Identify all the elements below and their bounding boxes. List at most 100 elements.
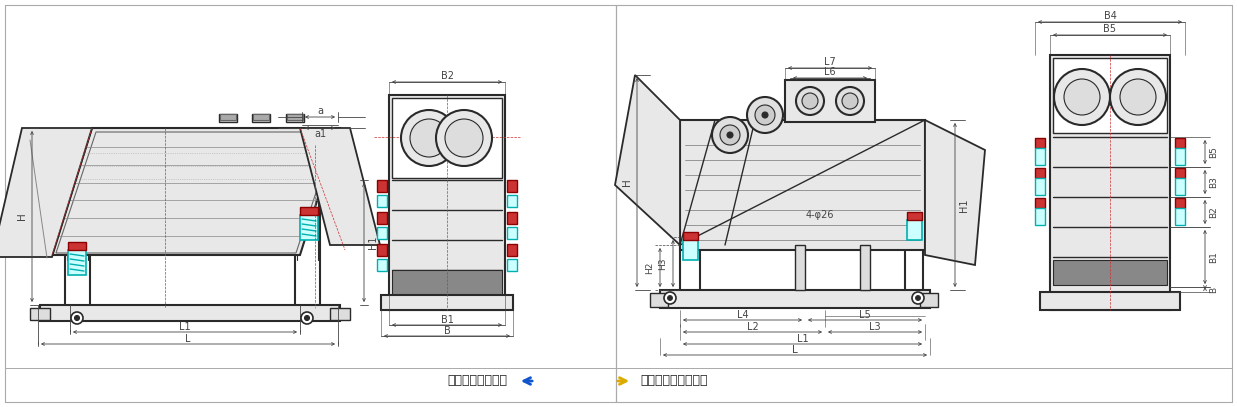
Text: L2: L2 (747, 322, 758, 332)
Circle shape (836, 87, 863, 115)
Circle shape (301, 312, 313, 324)
Bar (1035, 148, 1045, 165)
Text: H1: H1 (959, 198, 969, 212)
Text: L4: L4 (737, 310, 748, 320)
Text: B4: B4 (1103, 11, 1117, 21)
Text: 激振器型结构示意图: 激振器型结构示意图 (640, 374, 708, 387)
Bar (68, 242, 87, 250)
Circle shape (802, 93, 818, 109)
Polygon shape (301, 128, 380, 245)
Text: L1: L1 (179, 322, 190, 332)
Bar (377, 259, 387, 271)
Polygon shape (0, 128, 92, 257)
Bar (1175, 198, 1185, 208)
Bar (860, 245, 870, 290)
Circle shape (713, 117, 748, 153)
Circle shape (720, 125, 740, 145)
Text: B5: B5 (1210, 146, 1218, 158)
Bar (649, 293, 668, 307)
Text: H2: H2 (646, 261, 654, 274)
Circle shape (1054, 69, 1110, 125)
Bar (301, 207, 318, 215)
Bar (220, 114, 236, 120)
Bar (286, 114, 304, 122)
Circle shape (409, 119, 448, 157)
Text: L5: L5 (860, 310, 871, 320)
Bar (1175, 178, 1185, 195)
Circle shape (664, 292, 675, 304)
Circle shape (1110, 69, 1166, 125)
Bar (1175, 148, 1185, 165)
Bar (219, 114, 238, 122)
Circle shape (71, 312, 83, 324)
Bar (507, 227, 517, 239)
Bar (377, 180, 387, 192)
Text: H1: H1 (367, 236, 379, 249)
Bar (1175, 138, 1185, 148)
Bar (1035, 208, 1045, 225)
Bar (392, 98, 502, 178)
Bar (507, 180, 517, 192)
Circle shape (1064, 79, 1100, 115)
Bar (377, 244, 387, 256)
Bar (785, 80, 875, 122)
Bar (68, 250, 87, 275)
Text: L: L (792, 345, 798, 355)
Circle shape (842, 93, 858, 109)
Text: B: B (1210, 287, 1218, 293)
Bar (507, 195, 517, 207)
Bar (683, 240, 698, 260)
Bar (507, 212, 517, 224)
Circle shape (401, 110, 456, 166)
Bar (907, 212, 922, 220)
Circle shape (435, 110, 492, 166)
Bar (795, 245, 805, 290)
Text: H: H (622, 179, 632, 186)
Text: L1: L1 (797, 334, 808, 344)
Bar (507, 259, 517, 271)
Bar (1035, 198, 1045, 208)
Bar (377, 212, 387, 224)
Bar (287, 114, 303, 120)
Text: 4-φ26: 4-φ26 (805, 210, 834, 220)
Bar (40, 305, 340, 321)
Bar (1175, 208, 1185, 225)
Bar (683, 232, 698, 240)
Circle shape (74, 315, 79, 320)
Bar (507, 244, 517, 256)
Text: a: a (317, 106, 323, 116)
Text: H: H (17, 212, 27, 220)
Bar (1035, 168, 1045, 178)
Bar (301, 215, 318, 240)
Text: B1: B1 (1210, 251, 1218, 263)
Text: H3: H3 (658, 257, 668, 270)
Text: B2: B2 (440, 71, 454, 81)
Circle shape (795, 87, 824, 115)
Bar (388, 95, 505, 310)
Bar (377, 227, 387, 239)
Text: B3: B3 (1210, 176, 1218, 188)
Bar (1053, 260, 1166, 285)
Bar (377, 195, 387, 207)
Text: B5: B5 (1103, 24, 1117, 34)
Polygon shape (615, 75, 680, 245)
Bar (392, 270, 502, 295)
Circle shape (727, 132, 734, 138)
Bar (1035, 178, 1045, 195)
Bar (1050, 55, 1170, 310)
Bar (1040, 292, 1180, 310)
Bar (680, 120, 925, 250)
Circle shape (915, 295, 920, 300)
Polygon shape (925, 120, 985, 265)
Bar (920, 293, 938, 307)
Text: L3: L3 (870, 322, 881, 332)
Bar (1175, 168, 1185, 178)
Text: L7: L7 (824, 57, 836, 67)
Bar (251, 114, 270, 122)
Bar (330, 308, 350, 320)
Polygon shape (52, 128, 340, 255)
Text: 电机型结构示意图: 电机型结构示意图 (447, 374, 507, 387)
Circle shape (668, 295, 673, 300)
Circle shape (762, 112, 768, 118)
Text: B1: B1 (440, 315, 454, 325)
